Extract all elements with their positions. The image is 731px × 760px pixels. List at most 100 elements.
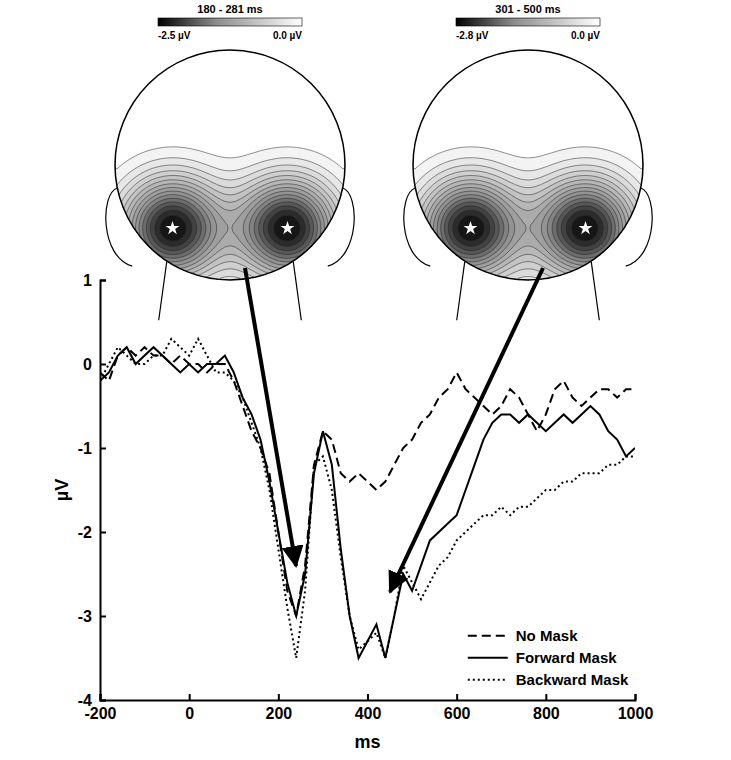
contour-band [413, 50, 643, 280]
contour-band [413, 50, 643, 280]
legend-entry: Backward Mask [468, 671, 629, 688]
minimum-star [464, 221, 478, 234]
contour-band [115, 50, 345, 280]
tick-mark [545, 694, 547, 700]
colorbar [158, 18, 302, 26]
contour-band [115, 50, 345, 280]
contour-band [115, 50, 345, 280]
contour-band [115, 50, 345, 280]
tick-label: 200 [265, 705, 292, 722]
tick-mark [100, 616, 106, 618]
tick-mark [100, 700, 106, 702]
legend-entry: Forward Mask [468, 649, 618, 666]
legend-swatch [468, 657, 508, 659]
legend-swatch [468, 635, 508, 637]
minimum-star [281, 221, 295, 234]
minimum-star [166, 221, 180, 234]
legend: No Mask Forward Mask Backward Mask [468, 627, 629, 688]
y-axis-title: µV [52, 479, 72, 501]
arrow [390, 268, 543, 592]
colorbar [456, 18, 600, 26]
x-axis: -20002004006008001000 [84, 694, 653, 722]
contour-band [115, 50, 345, 280]
axis-line [101, 281, 107, 701]
x-axis-title: ms [354, 732, 380, 752]
plot-area [100, 339, 635, 658]
tick: 400 [355, 694, 382, 722]
colorbar-tick-label: -2.8 µV [456, 30, 489, 41]
legend-entry: No Mask [468, 627, 578, 644]
axis-line [101, 694, 636, 701]
head-outline [413, 50, 643, 280]
tick-mark [278, 694, 280, 700]
tick-mark [635, 694, 637, 700]
legend-swatch [468, 679, 508, 681]
tick: -2 [78, 524, 106, 541]
series-line [100, 347, 635, 658]
arrows [245, 268, 543, 592]
topomap: 301 - 500 ms-2.8 µV0.0 µV [404, 3, 652, 320]
contour-band [413, 50, 643, 280]
tick-mark [100, 280, 106, 282]
map-core [115, 50, 345, 280]
arrow [245, 268, 296, 566]
contour-band [115, 50, 345, 280]
tick-mark [100, 532, 106, 534]
contour-band [413, 50, 643, 280]
tick: 200 [265, 694, 292, 722]
contour-band [413, 50, 643, 280]
head-outline [115, 50, 345, 280]
tick-label: 800 [533, 705, 560, 722]
contour-band [115, 50, 345, 280]
minimum-star [579, 221, 593, 234]
contour-band [413, 50, 643, 280]
tick-label: 1000 [618, 705, 654, 722]
scalp-map [413, 50, 643, 280]
colorbar-tick-label: -2.5 µV [158, 30, 191, 41]
tick: 800 [533, 694, 560, 722]
contour-band [115, 50, 345, 280]
contour-band [413, 50, 643, 280]
contour-band [115, 50, 345, 280]
series-line [100, 347, 635, 616]
legend-label: Backward Mask [516, 671, 629, 688]
tick-mark [189, 694, 191, 700]
contour-band [413, 50, 643, 280]
contour-band [413, 50, 643, 280]
contour-band [413, 50, 643, 280]
contour-band [115, 50, 345, 280]
head-neck [457, 262, 465, 321]
contour-band [115, 50, 345, 280]
tick-label: 0 [83, 356, 92, 373]
tick-mark [367, 694, 369, 700]
tick-mark [100, 364, 106, 366]
head-neck [591, 262, 599, 321]
tick-mark [100, 448, 106, 450]
legend-label: No Mask [516, 627, 578, 644]
contour-band [115, 50, 345, 280]
map-title: 180 - 281 ms [197, 3, 262, 15]
y-axis: -4-3-2-101 [78, 272, 106, 709]
tick-label: -2 [78, 524, 92, 541]
tick: 0 [83, 356, 106, 373]
tick-label: -1 [78, 440, 92, 457]
tick: 1000 [618, 694, 654, 722]
scalp-map [115, 50, 345, 280]
tick: 600 [444, 694, 471, 722]
line-chart: -20002004006008001000-4-3-2-101msµVNo Ma… [52, 272, 654, 752]
head-neck [293, 262, 301, 321]
contour-band [413, 50, 643, 169]
tick: -1 [78, 440, 106, 457]
colorbar-tick-label: 0.0 µV [571, 30, 600, 41]
contour-band [413, 50, 643, 280]
tick-label: 1 [83, 272, 92, 289]
tick-label: 600 [444, 705, 471, 722]
colorbar-tick-label: 0.0 µV [273, 30, 302, 41]
contour-band [115, 50, 345, 280]
tick-label: 400 [355, 705, 382, 722]
tick: 1 [83, 272, 106, 289]
topomap: 180 - 281 ms -2.5 µV 0.0 µV [106, 3, 354, 320]
contour-band [115, 50, 345, 169]
tick-label: 0 [185, 705, 194, 722]
head-neck [159, 262, 167, 321]
